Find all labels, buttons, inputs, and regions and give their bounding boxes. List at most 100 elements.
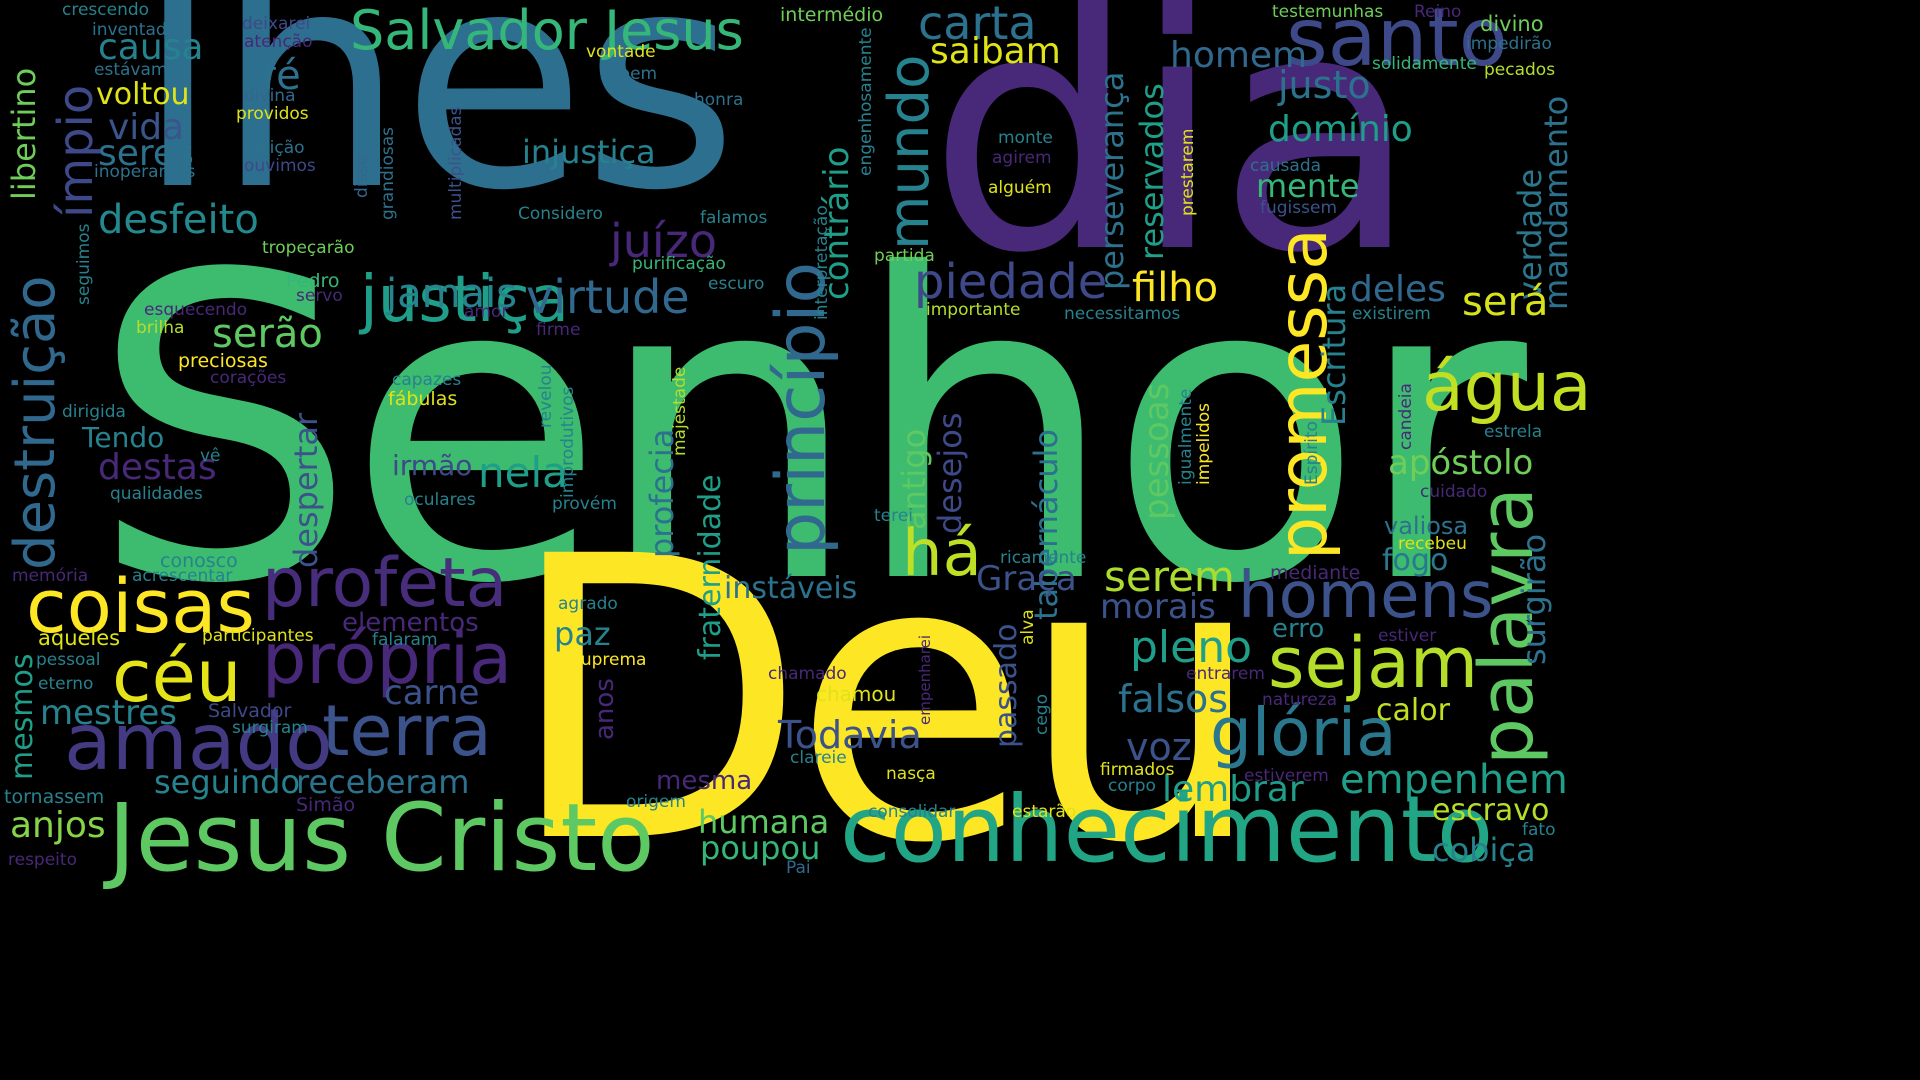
word: profeta <box>262 544 508 623</box>
word: Jesus Cristo <box>108 784 655 893</box>
word: desejos <box>931 412 969 535</box>
word: testemunhas <box>1272 2 1384 22</box>
word: apóstolo <box>1388 443 1534 483</box>
word: mundo <box>877 54 942 250</box>
word: intermédio <box>780 4 884 26</box>
word: serão <box>212 311 323 357</box>
word: tornassem <box>4 786 105 808</box>
word: fogo <box>1382 543 1449 578</box>
word: glória <box>1210 694 1397 771</box>
word: vontade <box>586 42 656 62</box>
word: agirem <box>992 148 1052 168</box>
word: majestade <box>670 366 690 456</box>
word: eleição <box>244 138 305 158</box>
word: impelidos <box>1194 402 1214 485</box>
word: água <box>1422 348 1592 427</box>
word: paz <box>554 615 611 653</box>
word: falaram <box>372 630 438 650</box>
word: chamado <box>768 664 847 684</box>
word: reservados <box>1133 83 1171 260</box>
word: voz <box>1126 725 1192 769</box>
word: providos <box>236 104 309 124</box>
word: elementos <box>342 608 479 638</box>
word: agrado <box>558 594 618 614</box>
word: vê <box>200 446 221 466</box>
word: pleno <box>1130 622 1253 673</box>
word: firme <box>536 320 581 340</box>
word: esquecendo <box>144 300 248 320</box>
word: participantes <box>202 626 314 646</box>
word: estiver <box>1378 626 1437 646</box>
word: juízo <box>610 214 718 268</box>
word: partida <box>874 246 935 266</box>
word: existirem <box>1352 304 1431 324</box>
word: Espírito <box>1302 421 1322 485</box>
word: Graça <box>976 559 1077 599</box>
word: justiça <box>360 263 569 337</box>
word: vida <box>108 107 185 148</box>
word: seguindo <box>154 763 301 801</box>
word: falsos <box>1118 677 1229 721</box>
word: deixarei <box>242 14 311 34</box>
word: Tendo <box>82 421 165 454</box>
word: revelou <box>536 364 556 429</box>
word: capazes <box>392 370 462 390</box>
word: sabem <box>600 64 658 84</box>
word: acrescentar <box>132 566 233 586</box>
word: anos <box>590 678 620 740</box>
word: amado <box>64 698 333 788</box>
word: Pai <box>786 858 811 878</box>
word: empenharei <box>916 634 934 725</box>
word: piedade <box>914 254 1108 310</box>
word: dia <box>928 0 1419 325</box>
word: injustiça <box>522 133 656 171</box>
word: brilha <box>136 318 185 338</box>
word: cego <box>1032 694 1052 735</box>
word: terei <box>874 506 913 526</box>
word: Pedro <box>286 270 340 292</box>
word: homens <box>1238 559 1494 633</box>
word: alguém <box>988 178 1052 198</box>
word: instáveis <box>724 571 858 606</box>
word: oculares <box>404 490 476 510</box>
word: deles <box>1350 269 1446 310</box>
word: fugissem <box>1260 198 1338 218</box>
word: clareie <box>790 748 847 768</box>
word: seguimos <box>74 223 94 305</box>
word: lhes <box>136 0 738 256</box>
word: solidamente <box>1372 54 1477 74</box>
word: necessitamos <box>1064 304 1181 324</box>
word: filho <box>1132 265 1219 311</box>
word: servo <box>296 286 343 306</box>
word: escravo <box>1432 793 1550 828</box>
word: anjos <box>10 805 106 846</box>
word: Senhor <box>90 187 1527 676</box>
word: purificação <box>632 254 726 274</box>
word: justo <box>1278 63 1371 107</box>
word: grandiosas <box>378 126 398 220</box>
word: mandamento <box>1537 95 1575 310</box>
word: surgiram <box>232 718 308 738</box>
word: qualidades <box>110 484 203 504</box>
word: carta <box>918 0 1037 50</box>
word: voltou <box>96 77 190 112</box>
word: própria <box>262 618 513 700</box>
word: suprema <box>572 650 647 670</box>
word: monte <box>998 128 1053 148</box>
word: morais <box>1100 587 1216 627</box>
word: nela <box>478 448 568 497</box>
word: domínio <box>1268 109 1413 150</box>
word: Considero <box>518 204 603 224</box>
word: firmados <box>1100 760 1175 780</box>
word: Todavia <box>778 713 922 757</box>
word: tropeçarão <box>262 238 355 258</box>
word: igualmente <box>1176 388 1196 485</box>
word: desfeito <box>98 197 259 243</box>
word: honra <box>694 90 744 110</box>
word: natureza <box>1262 690 1338 710</box>
word: amor <box>464 302 509 322</box>
word: mesmos <box>5 653 40 780</box>
word: homem <box>1170 35 1308 76</box>
word: Salvador Jesus <box>350 0 744 62</box>
word: ímpio <box>48 84 104 218</box>
